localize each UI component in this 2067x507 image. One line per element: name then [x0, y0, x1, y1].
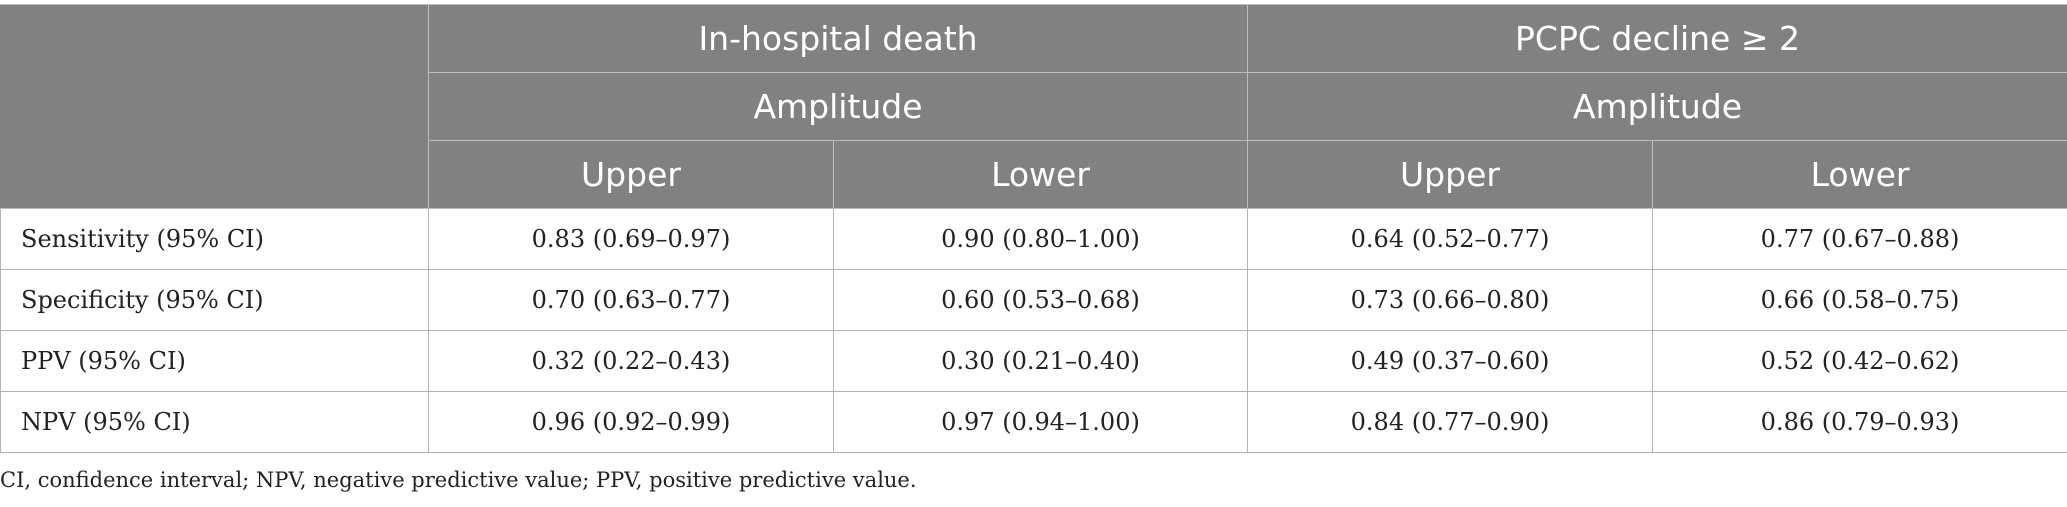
row-label: Sensitivity (95% CI): [0, 208, 429, 270]
cell-death-upper: 0.32 (0.22–0.43): [428, 330, 834, 392]
header-amplitude-pcpc: Amplitude: [1246, 72, 2067, 141]
cell-death-upper: 0.96 (0.92–0.99): [428, 391, 834, 453]
cell-death-lower: 0.97 (0.94–1.00): [833, 391, 1248, 453]
cell-pcpc-lower: 0.52 (0.42–0.62): [1651, 330, 2067, 392]
header-amplitude-death: Amplitude: [428, 72, 1248, 141]
header-upper-pcpc: Upper: [1247, 140, 1653, 209]
results-table: In-hospital death PCPC decline ≥ 2 Ampli…: [0, 4, 2067, 453]
header-row-groups: In-hospital death PCPC decline ≥ 2: [0, 4, 2067, 209]
table-row-specificity: Specificity (95% CI) 0.70 (0.63–0.77) 0.…: [0, 269, 2067, 331]
header-lower-death: Lower: [833, 140, 1248, 209]
row-label: PPV (95% CI): [0, 330, 429, 392]
row-label: Specificity (95% CI): [0, 269, 429, 331]
table-row-npv: NPV (95% CI) 0.96 (0.92–0.99) 0.97 (0.94…: [0, 391, 2067, 453]
cell-death-lower: 0.90 (0.80–1.00): [833, 208, 1248, 270]
header-pcpc-decline: PCPC decline ≥ 2: [1246, 4, 2067, 73]
header-in-hospital-death: In-hospital death: [428, 4, 1248, 73]
table-footnote: CI, confidence interval; NPV, negative p…: [0, 468, 917, 492]
cell-pcpc-lower: 0.77 (0.67–0.88): [1651, 208, 2067, 270]
cell-pcpc-upper: 0.73 (0.66–0.80): [1247, 269, 1653, 331]
header-row-amplitude: Amplitude Amplitude: [1, 72, 2067, 141]
cell-pcpc-upper: 0.49 (0.37–0.60): [1247, 330, 1653, 392]
cell-pcpc-lower: 0.66 (0.58–0.75): [1651, 269, 2067, 331]
table-row-ppv: PPV (95% CI) 0.32 (0.22–0.43) 0.30 (0.21…: [0, 330, 2067, 392]
header-blank-cell: [0, 4, 429, 209]
header-row-bounds: Upper Lower Upper Lower: [1, 140, 2067, 209]
results-table-container: In-hospital death PCPC decline ≥ 2 Ampli…: [0, 4, 2067, 453]
cell-death-upper: 0.83 (0.69–0.97): [428, 208, 834, 270]
cell-pcpc-upper: 0.84 (0.77–0.90): [1247, 391, 1653, 453]
cell-pcpc-lower: 0.86 (0.79–0.93): [1651, 391, 2067, 453]
cell-death-upper: 0.70 (0.63–0.77): [428, 269, 834, 331]
table-row-sensitivity: Sensitivity (95% CI) 0.83 (0.69–0.97) 0.…: [0, 208, 2067, 270]
cell-death-lower: 0.60 (0.53–0.68): [833, 269, 1248, 331]
header-lower-pcpc: Lower: [1651, 140, 2067, 209]
cell-death-lower: 0.30 (0.21–0.40): [833, 330, 1248, 392]
header-upper-death: Upper: [428, 140, 834, 209]
cell-pcpc-upper: 0.64 (0.52–0.77): [1247, 208, 1653, 270]
row-label: NPV (95% CI): [0, 391, 429, 453]
